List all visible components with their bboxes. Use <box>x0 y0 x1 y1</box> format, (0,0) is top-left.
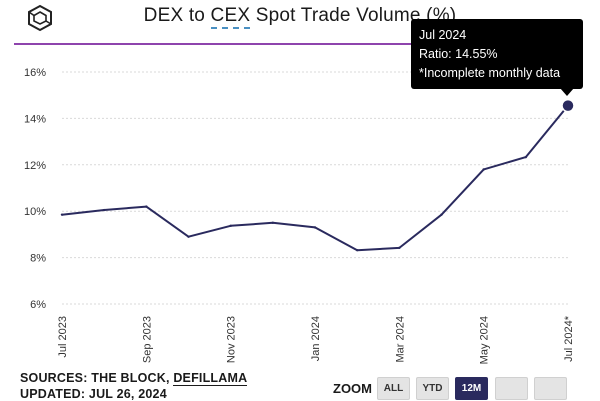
sources-line: SOURCES: THE BLOCK, DEFILLAMA <box>20 371 248 386</box>
zoom-extra-button-1[interactable] <box>495 377 528 400</box>
data-point <box>482 168 485 171</box>
zoom-extra-button-2[interactable] <box>534 377 567 400</box>
y-tick-label: 16% <box>24 67 46 79</box>
y-tick-label: 8% <box>30 253 46 265</box>
data-point <box>271 221 275 224</box>
y-tick-label: 14% <box>24 113 46 125</box>
zoom-12m-button[interactable]: 12M <box>455 377 488 400</box>
y-tick-label: 12% <box>24 160 46 172</box>
x-tick-label: Mar 2024 <box>394 316 406 362</box>
data-point <box>229 224 232 228</box>
y-tick-label: 6% <box>30 299 46 311</box>
data-point <box>440 213 443 216</box>
data-point <box>398 246 401 250</box>
x-tick-label: Jul 2023 <box>57 316 69 358</box>
x-tick-label: May 2024 <box>479 316 491 364</box>
zoom-all-button[interactable]: ALL <box>377 377 410 400</box>
title-divider <box>14 43 570 45</box>
y-tick-label: 10% <box>24 206 46 218</box>
tooltip-date: Jul 2024 <box>419 28 467 42</box>
chart-title-underlined[interactable]: CEX <box>210 5 251 29</box>
sources-link-defillama[interactable]: DEFILLAMA <box>173 371 248 386</box>
tooltip-ratio: Ratio: 14.55% <box>419 47 498 61</box>
updated-text: UPDATED: JUL 26, 2024 <box>20 387 167 401</box>
data-point <box>102 208 106 212</box>
chart-title: DEX to CEX Spot Trade Volume (%) <box>0 5 600 29</box>
data-point <box>524 155 528 159</box>
data-point <box>60 213 64 216</box>
data-point <box>187 235 190 238</box>
tooltip-note: *Incomplete monthly data <box>419 66 561 80</box>
data-point <box>313 226 317 229</box>
tooltip-arrow <box>560 88 574 96</box>
updated-line: UPDATED: JUL 26, 2024 <box>20 387 167 401</box>
zoom-ytd-button[interactable]: YTD <box>416 377 449 400</box>
x-tick-label: Nov 2023 <box>226 316 238 363</box>
sources-prefix: SOURCES: THE BLOCK, <box>20 371 174 385</box>
x-tick-label: Jan 2024 <box>310 316 322 361</box>
x-tick-label: Jul 2024* <box>563 315 575 362</box>
x-tick-label: Sep 2023 <box>141 316 153 363</box>
zoom-label: ZOOM <box>333 381 372 396</box>
chart-title-prefix: DEX to <box>143 5 211 26</box>
the-block-logo-icon[interactable] <box>26 4 54 32</box>
highlighted-data-point <box>561 98 575 113</box>
data-point <box>355 248 359 252</box>
data-tooltip: Jul 2024 Ratio: 14.55% *Incomplete month… <box>411 19 583 89</box>
chart-title-suffix: Spot Trade Volume (%) <box>250 5 457 26</box>
data-point <box>145 205 148 208</box>
